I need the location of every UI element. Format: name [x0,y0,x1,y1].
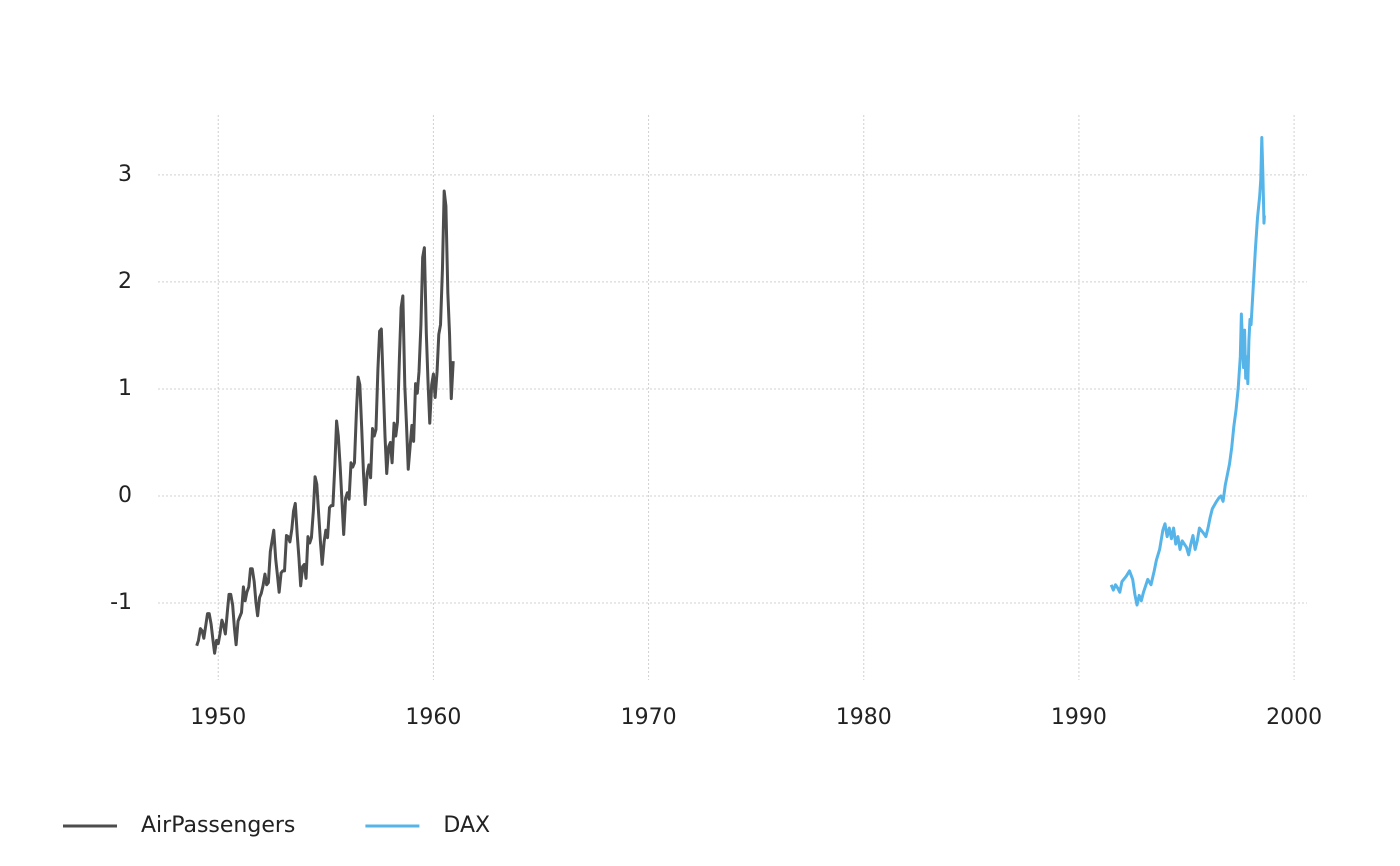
y-tick-label: 3 [118,162,132,187]
x-tick-label: 1960 [405,705,461,730]
x-tick-label: 1980 [836,705,892,730]
y-tick-label: 0 [118,483,132,508]
x-tick-label: 1950 [190,705,246,730]
series-line [1109,135,1266,607]
series-line [195,189,455,655]
x-tick-label: 1970 [621,705,677,730]
y-tick-label: 2 [118,269,132,294]
x-tick-label: 1990 [1051,705,1107,730]
y-tick-label: 1 [118,376,132,401]
x-tick-label: 2000 [1266,705,1322,730]
legend-label: AirPassengers [141,813,295,838]
y-tick-label: -1 [110,590,132,615]
legend-label: DAX [443,813,490,838]
